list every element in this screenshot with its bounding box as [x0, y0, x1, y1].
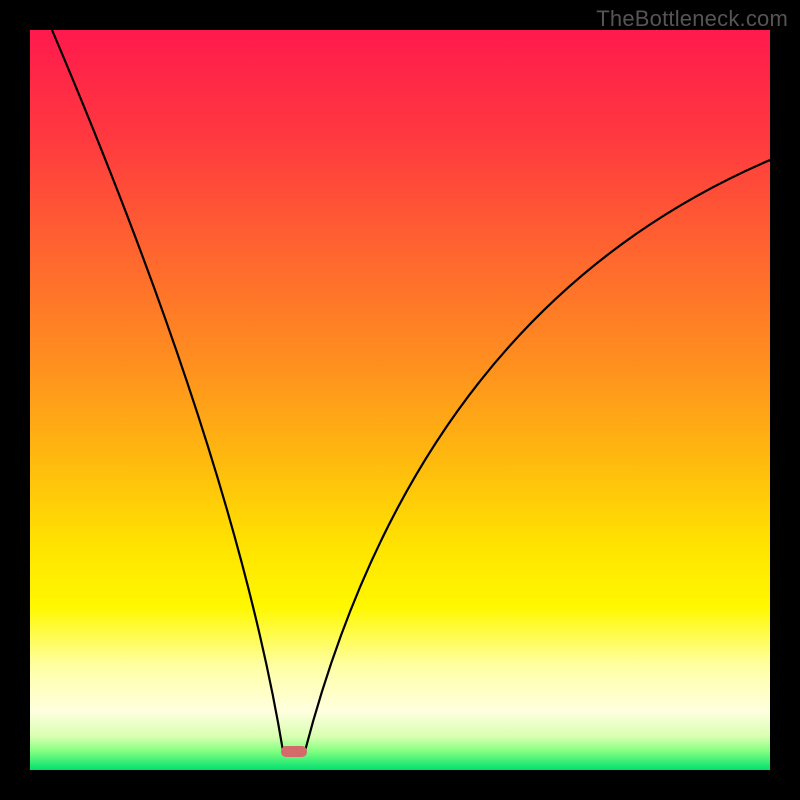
bottleneck-curve — [30, 30, 770, 770]
watermark-text: TheBottleneck.com — [596, 6, 788, 32]
minimum-marker — [281, 746, 307, 757]
plot-area — [30, 30, 770, 770]
chart-container: TheBottleneck.com — [0, 0, 800, 800]
